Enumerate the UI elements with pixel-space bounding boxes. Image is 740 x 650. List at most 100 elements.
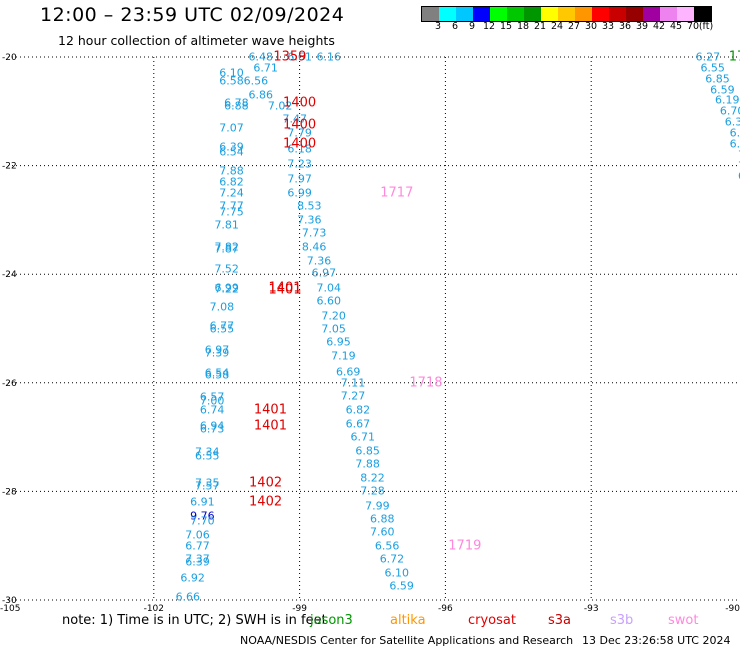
colorbar-tick-label: 12 [482,21,496,32]
wave-height-value: 6.95 [326,335,351,349]
wave-height-value: 9.76 [190,509,215,523]
colorbar-ticks: 3 6 9 12 15 18 21 24 27 30 33 36 39 42 45 70 (ft) [421,21,737,33]
wave-height-value: 6.54 [219,145,244,159]
wave-height-value: 6.78 [224,96,249,110]
map-title: 12:00 – 23:59 UTC 02/09/2024 [40,4,345,26]
colorbar-swatch [473,7,490,21]
wave-height-value: 7.99 [365,499,390,513]
colorbar-swatch [507,7,524,21]
wave-height-value: 8.22 [360,471,385,485]
wave-height-value: 7.82 [214,240,239,254]
wave-height-value: 7.05 [321,322,346,335]
units-note: note: 1) Time is in UTC; 2) SWH is in fe… [62,613,327,628]
colorbar-swatch [524,7,541,21]
wave-height-value: 7.37 [185,552,210,566]
wave-height-value: 7.88 [219,164,244,178]
wave-height-value: 7.57 [195,479,220,493]
wave-height-value: 6.86 [248,88,273,102]
colorbar-tick-label: 36 [618,21,632,32]
wave-height-value: 6.72 [379,552,405,566]
wave-height-value: 6.88 [224,99,249,113]
wave-height-value: 6.58 [204,368,230,382]
wave-height-value: 6.70 [719,104,740,118]
lon-tick-label: -99 [292,604,307,614]
lon-tick-label: -102 [144,604,164,614]
wave-height-value: 7.20 [321,309,346,323]
wave-height-value: 7.87 [214,242,239,256]
colorbar-swatch [541,7,558,21]
legend-item-jason3: jason3 [310,613,353,628]
wave-height-value: 6.19 [715,93,740,107]
colorbar-swatch [609,7,626,21]
wave-height-value: 8.53 [297,199,322,213]
wave-height-value: 7.1 [738,160,740,171]
colorbar-tick-label: 24 [550,21,564,32]
wave-height-value: 6.85 [355,444,380,458]
wave-height-value: 6.77 [185,539,210,553]
wave-height-value: 6.94 [199,419,225,433]
wave-height-value: 7.52 [214,262,239,276]
wave-height-value: 6.92 [180,571,205,585]
wave-height-value: 8.46 [301,240,327,254]
wave-height-value: 6.66 [175,590,201,604]
lon-tick-label: -105 [0,604,20,614]
wave-height-value: 6.67 [345,417,371,431]
wave-height-value: 7.27 [340,389,366,403]
pass-time-label: 1717 [380,185,414,201]
wave-height-value: 6.71 [253,61,278,75]
wave-height-value: 6.91 [190,495,215,509]
pass-time-label: 1401 [253,402,287,418]
wave-height-value: 7.1 [738,149,740,160]
colorbar-tick-label: 18 [516,21,530,32]
wave-height-value: 7.35 [195,476,220,490]
wave-height-value: 6.35 [724,115,740,129]
colorbar-swatch [456,7,473,21]
pass-time-label: 1359 [273,49,307,65]
wave-height-value: 7.04 [316,281,342,295]
wave-height-value: 6.27 [695,50,721,64]
footer-date: 13 Dec 23:26:58 UTC 2024 [582,634,731,647]
wave-height-value: 6.18 [287,142,312,156]
wave-height-value: 6.16 [316,50,342,64]
colorbar-tick-label: 27 [567,21,581,32]
colorbar-tick-label: 45 [669,21,683,32]
pass-time-label: 1400 [283,136,317,152]
colorbar-tick-label: 33 [601,21,615,32]
wave-height-value: 6.10 [384,566,410,580]
lon-tick-label: -90 [725,604,740,614]
wave-height-value: 6.48 [248,50,273,64]
lon-tick-label: -93 [584,604,599,614]
colorbar-swatch [558,7,575,21]
legend-item-s3b: s3b [610,613,634,628]
colorbar-tick-label: 3 [434,21,442,32]
wave-height-value: 6.97 [204,343,230,357]
wave-height-value: 7.19 [331,349,356,363]
wave-height-value: 7.34 [195,445,220,459]
legend-item-s3a: s3a [548,613,572,628]
pass-time-label: 1402 [249,494,283,510]
wave-height-value: 6.54 [204,366,230,380]
wave-height-value: 7.73 [301,226,327,240]
wave-height-value: 6.39 [219,140,244,154]
colorbar-swatch [643,7,660,21]
wave-height-value: 6.97 [311,266,337,280]
colorbar-tick-label: 30 [584,21,598,32]
wave-height-value: 7.06 [185,528,210,542]
colorbar-tick-label: 6 [451,21,459,32]
wave-height-value: 7.47 [282,112,307,126]
colorbar-tick-label: 39 [635,21,649,32]
colorbar-tick-label: 42 [652,21,666,32]
wave-height-value: 6.88 [369,512,395,526]
wave-height-value: 7.28 [360,484,385,498]
colorbar-swatch [660,7,677,21]
wave-height-value: 7.23 [287,157,312,171]
wave-height-value: 6.55 [700,61,725,75]
colorbar-swatch [439,7,456,21]
colorbar-tick-label: 21 [533,21,547,32]
wave-height-value: 7.60 [369,525,395,539]
wave-height-value: 7.81 [214,218,239,232]
colorbar-swatch [592,7,609,21]
footer-credit: NOAA/NESDIS Center for Satellite Applica… [240,634,574,647]
wave-height-value: 7.97 [287,172,312,186]
